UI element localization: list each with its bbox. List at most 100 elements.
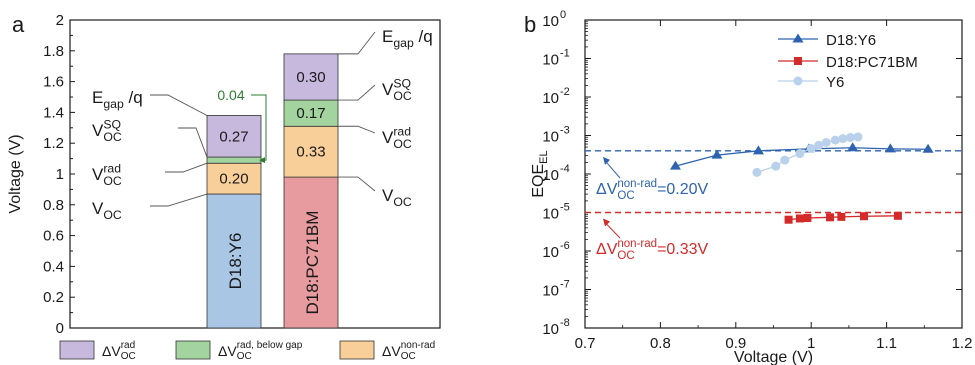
data-point-d18pc71bm: [795, 214, 804, 223]
annotation-1-sub: OC: [617, 250, 634, 262]
y-tick-label-a: 1.6: [43, 74, 64, 91]
leader-line-y6-2: [165, 162, 208, 173]
y-tick-label-a: 1.8: [43, 43, 64, 60]
bar-name-0: D18:Y6: [226, 233, 245, 290]
data-point-d18pc71bm: [826, 213, 835, 222]
annotation-arrow-line-1: [605, 223, 621, 239]
y-tick-base: 10: [542, 283, 559, 300]
legend-marker-circle: [793, 76, 803, 86]
x-tick-label-b: 0.7: [575, 335, 596, 352]
y-tick-label-a: 1.4: [43, 104, 64, 121]
y-tick-label-b: 10: [542, 90, 559, 107]
y-tick-label-a: 0.2: [43, 289, 64, 306]
legend-swatch-below: [175, 340, 211, 360]
annotation-0-sup: non-rad: [617, 178, 657, 190]
y-tick-base: 10: [542, 167, 559, 184]
legend-marker-square: [794, 57, 802, 65]
x-tick-label-b: 1: [807, 335, 815, 352]
data-point-d18pc71bm: [837, 212, 846, 221]
y-axis-label-b: EQEEL: [530, 150, 550, 197]
y-tick-base: 10: [542, 129, 559, 146]
annotation-0-sub: OC: [617, 190, 634, 202]
annotation-arrow-head-0: [603, 156, 610, 165]
level-label-pc-2: VOCrad: [382, 124, 412, 151]
leader-line-pc-2: [338, 125, 376, 134]
x-tick-label-b: 1.1: [876, 335, 897, 352]
level-label-pc-1-base: V: [382, 80, 394, 99]
y-tick-label-b: 10: [542, 244, 559, 261]
level-label-pc-2-base: V: [382, 128, 394, 147]
annotation-1-sup: non-rad: [617, 238, 657, 250]
legend-label-rad: ΔVOCrad: [102, 340, 136, 362]
segment-label-nonrad-1: 0.33: [296, 144, 325, 161]
data-point-y6: [814, 140, 824, 150]
level-label-y6-0-sub: gap: [103, 97, 124, 111]
x-tick-label-b: 0.8: [650, 335, 671, 352]
level-label-y6-2-sub: OC: [103, 174, 122, 188]
bar-segment-rad-1: [283, 53, 339, 101]
y-tick-exp-b: -5: [560, 202, 570, 214]
y-tick-base: 10: [542, 90, 559, 107]
data-point-d18y6: [669, 160, 681, 170]
data-point-y6: [845, 132, 855, 142]
legend-swatch-nonrad: [339, 340, 375, 360]
y-tick-exp-b: 0: [560, 9, 566, 21]
segment-label-nonrad-0: 0.20: [219, 171, 248, 188]
legend-sup: non-rad: [401, 340, 435, 351]
bar-segment-rad-0: [206, 115, 262, 158]
y-tick-label-b: 10: [542, 167, 559, 184]
leader-line-pc-0: [338, 31, 376, 55]
data-point-y6: [771, 161, 781, 171]
panel-letter-b: b: [524, 12, 536, 37]
leader-line-pc-1: [338, 84, 376, 101]
level-label-y6-1: VOCSQ: [92, 117, 122, 144]
y-tick-exp-b: -7: [560, 279, 570, 291]
leader-line-y6-0: [150, 94, 208, 116]
level-label-y6-2-base: V: [92, 165, 104, 184]
y-tick-label-a: 1.2: [43, 135, 64, 152]
y-axis-label-base: EQE: [530, 164, 547, 198]
y-tick-label-a: 0.6: [43, 228, 64, 245]
y-tick-base: 10: [542, 206, 559, 223]
level-label-y6-0-suffix: /q: [124, 88, 143, 107]
y-tick-exp-b: -2: [560, 86, 570, 98]
level-label-pc-0-suffix: /q: [414, 27, 433, 46]
segment-label-rad-1: 0.30: [296, 69, 325, 86]
segment-label-below-1: 0.17: [296, 105, 325, 122]
data-point-y6: [752, 167, 762, 177]
level-label-pc-0-sub: gap: [393, 36, 414, 50]
legend-base: ΔV: [218, 343, 237, 359]
panel-letter-a: a: [12, 12, 25, 37]
y-tick-base: 10: [542, 13, 559, 30]
y-tick-base: 10: [542, 52, 559, 69]
legend-label-2: Y6: [826, 74, 844, 91]
legend-sub: OC: [121, 351, 136, 362]
data-point-d18pc71bm: [784, 215, 793, 224]
y-tick-label-a: 0.4: [43, 258, 64, 275]
legend-sup: rad, below gap: [237, 340, 303, 351]
y-tick-label-a: 0.8: [43, 197, 64, 214]
leader-line-pc-3: [338, 176, 376, 192]
level-label-pc-1: VOCSQ: [382, 76, 412, 103]
y-tick-label-b: 10: [542, 206, 559, 223]
data-point-d18pc71bm: [859, 212, 868, 221]
level-label-pc-0-base: E: [382, 27, 393, 46]
annotation-arrow-head-1: [603, 218, 610, 227]
data-point-d18y6: [752, 145, 764, 155]
legend-swatch-rad: [59, 340, 95, 360]
level-label-y6-0-base: E: [92, 88, 103, 107]
y-tick-label-a: 2: [56, 12, 64, 29]
level-label-y6-1-sup: SQ: [103, 117, 121, 131]
data-point-y6: [830, 135, 840, 145]
callout-arrow-below: [259, 157, 265, 164]
data-point-d18pc71bm: [803, 213, 812, 222]
legend-label-1: D18:PC71BM: [826, 54, 918, 71]
level-label-pc-2-sub: OC: [393, 137, 412, 151]
level-label-y6-3-sub: OC: [103, 208, 122, 222]
y-tick-label-b: 10: [542, 52, 559, 69]
level-label-y6-3-base: V: [92, 199, 104, 218]
bar-segment-below-1: [283, 99, 339, 127]
data-point-y6: [795, 149, 805, 159]
bar-name-1: D18:PC71BM: [303, 211, 322, 315]
